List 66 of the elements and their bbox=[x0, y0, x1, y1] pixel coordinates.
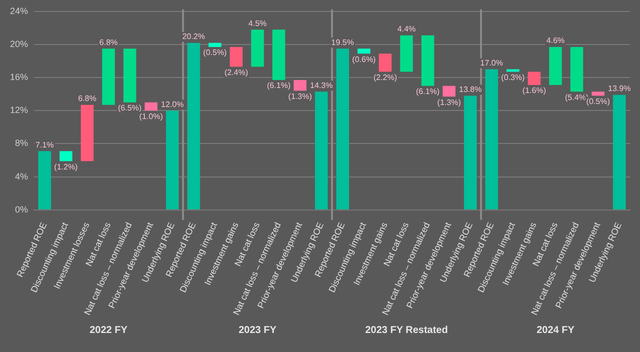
y-tick-label: 24% bbox=[10, 6, 28, 16]
data-label: 17.0% bbox=[480, 58, 503, 68]
bar bbox=[208, 42, 222, 47]
y-tick-label: 16% bbox=[10, 72, 28, 82]
data-label: 4.5% bbox=[248, 18, 267, 28]
data-label: (1.0%) bbox=[139, 112, 164, 121]
text: 2022 FY bbox=[90, 324, 128, 336]
bar bbox=[38, 151, 52, 210]
y-tick-label: 4% bbox=[15, 171, 28, 182]
data-label: (1.3%) bbox=[437, 98, 462, 107]
bar bbox=[506, 69, 520, 72]
data-label: (0.3%) bbox=[501, 72, 526, 82]
bar bbox=[378, 54, 392, 72]
bar bbox=[400, 35, 413, 72]
bar bbox=[358, 48, 370, 54]
bar bbox=[166, 110, 179, 210]
data-label: 19.5% bbox=[331, 38, 354, 47]
bar bbox=[336, 48, 350, 210]
data-label: 12.0% bbox=[161, 100, 184, 109]
bar bbox=[102, 48, 115, 105]
text: 2024 FY bbox=[536, 324, 575, 336]
data-label: (2.2%) bbox=[373, 72, 398, 82]
y-tick-label: 8% bbox=[15, 138, 28, 148]
bar bbox=[272, 30, 286, 80]
bar bbox=[123, 48, 136, 102]
y-tick-label: 0% bbox=[15, 204, 28, 214]
bar bbox=[230, 46, 243, 67]
bar bbox=[60, 151, 72, 162]
bar bbox=[294, 80, 306, 91]
bar bbox=[612, 94, 626, 210]
bar bbox=[549, 46, 562, 85]
data-label: (6.1%) bbox=[416, 87, 440, 96]
data-label: (2.4%) bbox=[224, 68, 248, 78]
bar bbox=[570, 46, 584, 92]
data-label: (6.5%) bbox=[118, 104, 142, 113]
bar bbox=[464, 96, 477, 210]
text: 2023 FY Restated bbox=[365, 324, 448, 336]
data-label: (0.5%) bbox=[203, 48, 228, 58]
data-label: (1.6%) bbox=[522, 86, 546, 96]
data-label: 4.6% bbox=[546, 36, 565, 46]
bar bbox=[187, 42, 200, 210]
data-label: 13.9% bbox=[608, 84, 631, 94]
bar bbox=[485, 69, 498, 210]
bar bbox=[251, 30, 264, 67]
data-label: 14.3% bbox=[310, 80, 333, 90]
bar bbox=[80, 104, 94, 162]
data-label: 13.8% bbox=[459, 84, 482, 94]
y-tick-label: 20% bbox=[10, 38, 28, 49]
data-label: 7.1% bbox=[36, 140, 54, 150]
data-label: (6.1%) bbox=[267, 81, 291, 90]
data-label: (0.6%) bbox=[352, 54, 376, 64]
data-label: 6.8% bbox=[99, 38, 118, 47]
text: 2023 FY bbox=[238, 324, 277, 336]
data-label: (0.5%) bbox=[586, 96, 610, 106]
data-label: (1.2%) bbox=[54, 162, 78, 172]
data-label: 20.2% bbox=[182, 32, 205, 42]
bar bbox=[442, 86, 456, 97]
bar bbox=[421, 35, 434, 86]
bar bbox=[314, 92, 328, 210]
bar bbox=[528, 72, 541, 85]
data-label: 4.4% bbox=[397, 24, 416, 34]
data-label: (1.3%) bbox=[288, 92, 312, 101]
data-label: 6.8% bbox=[78, 94, 96, 104]
y-tick-label: 12% bbox=[10, 105, 28, 116]
bar bbox=[144, 102, 158, 111]
bar bbox=[592, 92, 604, 96]
